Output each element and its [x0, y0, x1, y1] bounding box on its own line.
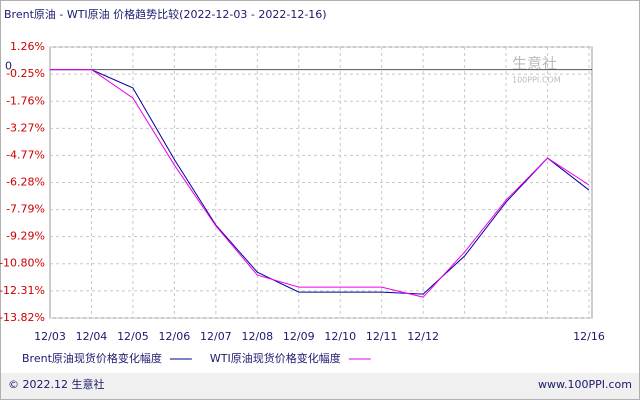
- x-tick-label: 12/10: [324, 330, 356, 343]
- x-tick-label: 12/06: [159, 330, 191, 343]
- series-line: [50, 69, 590, 298]
- series-line: [50, 69, 590, 295]
- x-tick-label: 12/08: [241, 330, 273, 343]
- x-tick-label: 12/04: [76, 330, 108, 343]
- y-tick-label: -10.80%: [0, 257, 45, 270]
- x-tick-label: 12/12: [407, 330, 439, 343]
- x-tick-label: 12/07: [200, 330, 232, 343]
- y-tick-label: -12.31%: [0, 284, 45, 297]
- y-tick-label: -4.77%: [6, 148, 45, 161]
- y-tick-label: -13.82%: [0, 311, 45, 324]
- y-tick-label: -3.27%: [6, 121, 45, 134]
- watermark-name: 生意社: [512, 55, 557, 73]
- y-tick-label: -1.76%: [6, 94, 45, 107]
- y-tick-label: -0.25%: [6, 67, 45, 80]
- x-tick-label: 12/16: [573, 330, 605, 343]
- zero-label: 0: [5, 60, 12, 73]
- y-tick-label: 1.26%: [10, 40, 45, 53]
- x-tick-label: 12/11: [366, 330, 398, 343]
- legend-label: Brent原油现货价格变化幅度: [22, 351, 162, 365]
- y-tick-label: -7.79%: [6, 203, 45, 216]
- y-tick-label: -6.28%: [6, 176, 45, 189]
- footer-right: www.100PPI.com: [538, 378, 632, 391]
- x-tick-label: 12/03: [34, 330, 66, 343]
- watermark-site: 100PPI.COM: [512, 76, 561, 85]
- x-tick-label: 12/05: [117, 330, 149, 343]
- chart-title: Brent原油 - WTI原油 价格趋势比较(2022-12-03 - 2022…: [4, 7, 327, 21]
- x-tick-label: 12/09: [283, 330, 315, 343]
- legend-label: WTI原油现货价格变化幅度: [210, 351, 341, 365]
- footer-bar: [1, 373, 639, 399]
- footer-left: © 2022.12 生意社: [8, 377, 104, 391]
- y-tick-label: -9.29%: [6, 230, 45, 243]
